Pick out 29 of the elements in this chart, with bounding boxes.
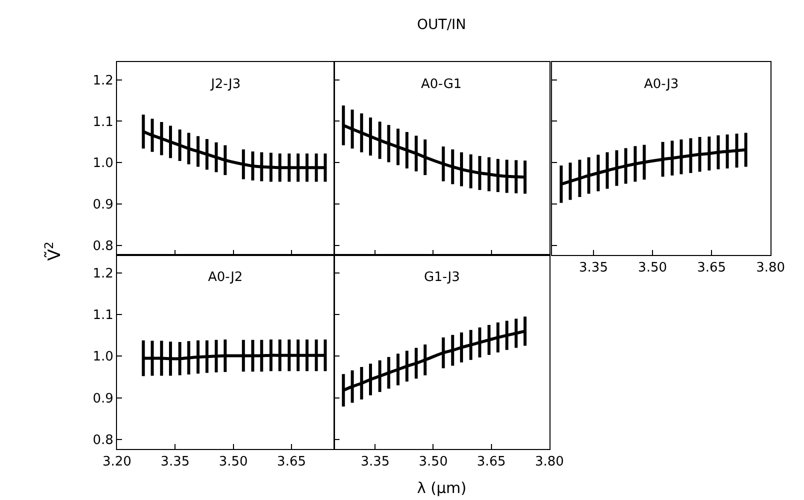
text: J2-J3 <box>210 77 241 92</box>
text: OUT/IN <box>417 17 466 33</box>
text: A0-G1 <box>421 77 462 92</box>
x-tick-label: 3.35 <box>160 454 190 470</box>
y-tick-label: 0.8 <box>92 432 114 448</box>
y-tick-label: 0.9 <box>92 391 114 406</box>
y-tick-label: 1.0 <box>92 156 114 172</box>
x-tick-label: 3.80 <box>534 454 564 470</box>
x-tick-label: 3.50 <box>418 454 448 470</box>
y-tick-label: 1.1 <box>92 308 114 324</box>
y-tick-label: 1.1 <box>92 114 114 130</box>
x-tick-label: 3.65 <box>277 454 306 470</box>
text: G1-J3 <box>424 270 460 285</box>
text: A0-J3 <box>644 77 679 92</box>
x-tick-label: 3.80 <box>756 260 786 276</box>
x-tick-label: 3.65 <box>697 260 726 276</box>
y-tick-label: 1.0 <box>92 350 114 365</box>
x-tick-label: 3.50 <box>218 454 248 470</box>
y-tick-label: 0.9 <box>92 198 114 213</box>
x-tick-label: 3.35 <box>360 454 390 470</box>
text: A0-J2 <box>208 270 243 285</box>
y-tick-label: 0.8 <box>92 239 114 254</box>
x-tick-label: 3.20 <box>102 454 132 470</box>
x-tick-label: 3.35 <box>579 260 608 276</box>
x-tick-label: 3.50 <box>638 260 668 276</box>
x-axis-title: λ (μm) <box>417 479 467 497</box>
y-tick-label: 1.2 <box>92 266 114 282</box>
y-tick-label: 1.2 <box>92 73 114 88</box>
x-tick-label: 3.65 <box>476 454 506 470</box>
